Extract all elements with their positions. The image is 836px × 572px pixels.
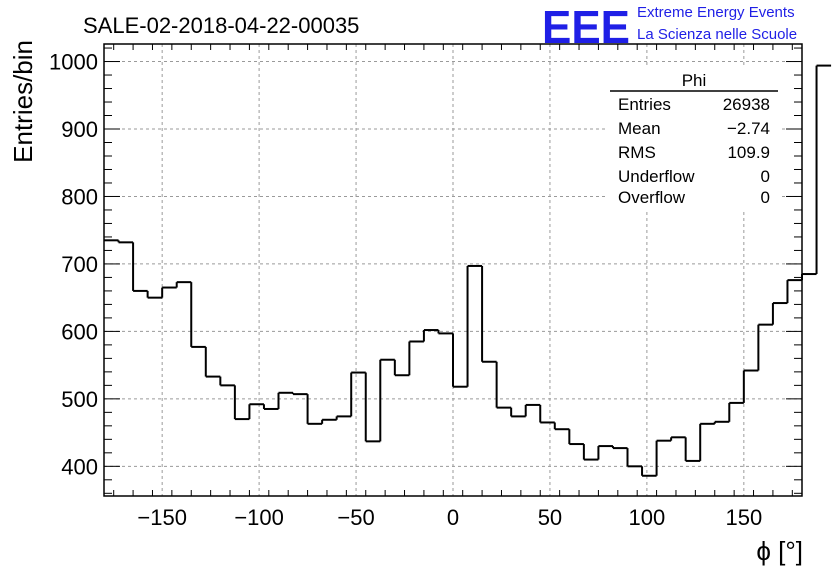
stat-label-entries: Entries [618,95,671,114]
stat-value-rms: 109.9 [727,143,770,162]
y-tick-label: 800 [61,184,98,209]
stats-box: Phi Entries 26938 Mean −2.74 RMS 109.9 U… [606,68,782,210]
chart-title: SALE-02-2018-04-22-00035 [83,13,359,38]
plot-frame [103,43,803,497]
y-axis-label: Entries/bin [8,40,38,163]
stat-label-rms: RMS [618,143,656,162]
logo-line-2: La Scienza nelle Scuole [637,26,797,43]
stat-label-underflow: Underflow [618,167,695,186]
x-axis-label: ϕ [°] [756,536,803,566]
y-axis-ticks: 400 500 600 700 800 900 1000 [49,47,802,494]
x-tick-label: −100 [234,505,284,530]
stats-box-title: Phi [682,71,707,90]
grid-lines [104,44,802,496]
histogram-layer [104,64,832,477]
stat-label-overflow: Overflow [618,188,686,207]
x-axis-ticks: −150 −100 −50 0 50 100 150 [113,44,793,530]
y-tick-label: 400 [61,454,98,479]
stat-label-mean: Mean [618,119,661,138]
x-tick-label: 150 [725,505,762,530]
stat-value-entries: 26938 [723,95,770,114]
x-tick-label: 0 [447,505,459,530]
stat-value-mean: −2.74 [727,119,770,138]
stat-value-overflow: 0 [761,188,770,207]
x-tick-label: −150 [137,505,187,530]
logo-line-1: Extreme Energy Events [637,4,795,21]
stat-value-underflow: 0 [761,167,770,186]
x-tick-label: 50 [538,505,562,530]
x-tick-label: 100 [629,505,666,530]
y-tick-label: 600 [61,319,98,344]
eee-logo: EEE Extreme Energy Events La Scienza nel… [542,1,797,53]
y-tick-label: 500 [61,387,98,412]
y-tick-label: 700 [61,252,98,277]
x-tick-label: −50 [337,505,374,530]
y-tick-label: 1000 [49,50,98,75]
eee-logo-mark: EEE [542,1,630,53]
y-tick-label: 900 [61,117,98,142]
